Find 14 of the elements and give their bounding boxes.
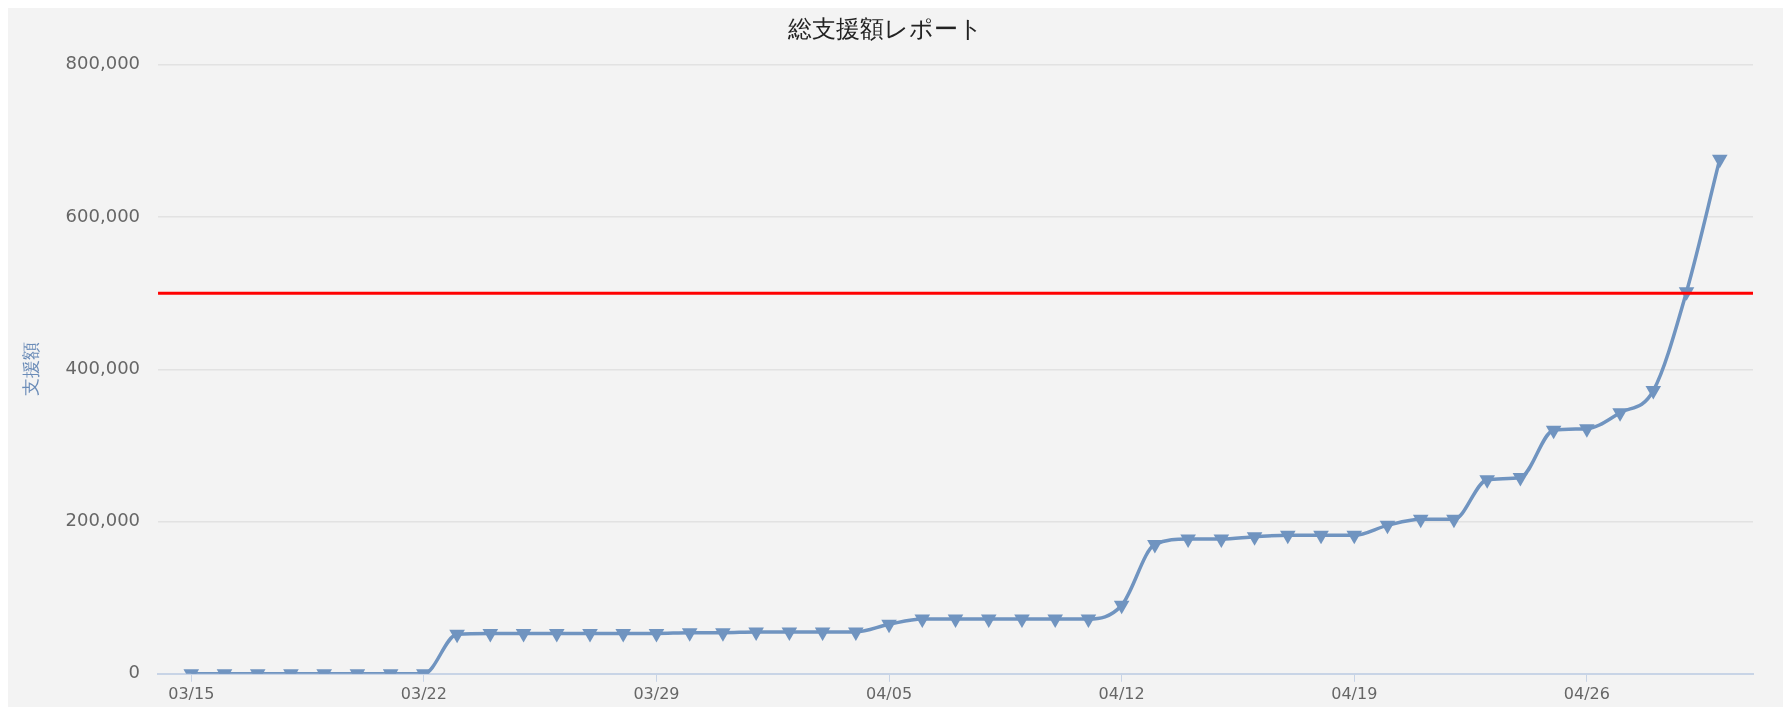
x-tick-label: 04/05 bbox=[866, 683, 913, 703]
x-tick-label: 04/26 bbox=[1563, 683, 1610, 703]
y-tick-label: 200,000 bbox=[65, 509, 141, 531]
x-tick-label: 03/15 bbox=[168, 683, 215, 703]
y-tick-label: 0 bbox=[128, 661, 141, 683]
x-tick-label: 04/19 bbox=[1331, 683, 1378, 703]
y-axis-title: 支援額 bbox=[20, 342, 42, 397]
chart-title: 総支援額レポート bbox=[787, 14, 983, 43]
x-tick-label: 04/12 bbox=[1098, 683, 1145, 703]
y-tick-label: 400,000 bbox=[65, 356, 141, 378]
y-tick-label: 800,000 bbox=[65, 52, 141, 74]
x-tick-label: 03/29 bbox=[633, 683, 680, 703]
x-tick-label: 03/22 bbox=[400, 683, 447, 703]
y-tick-label: 600,000 bbox=[65, 204, 141, 226]
